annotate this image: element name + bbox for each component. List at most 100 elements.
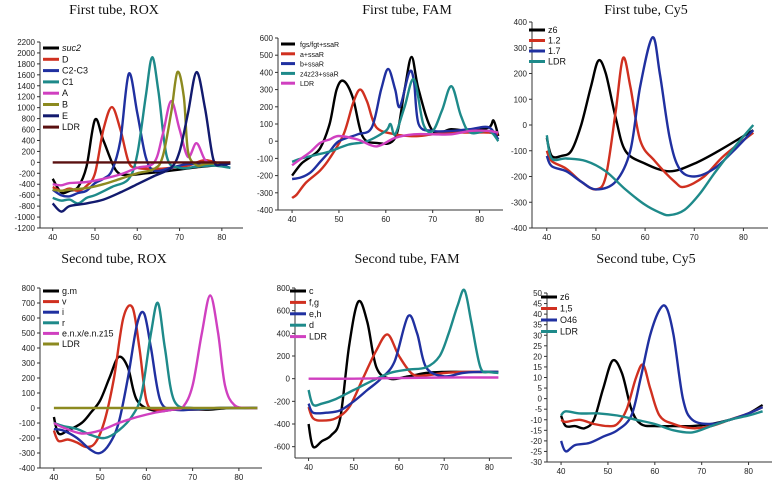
y-tick-label: -200 <box>274 397 291 406</box>
x-tick-label: 50 <box>603 467 612 476</box>
legend-label: LDR <box>309 332 328 342</box>
y-tick-label: 400 <box>22 136 36 145</box>
series-line-1-2 <box>545 56 755 191</box>
x-tick-label: 70 <box>188 473 197 482</box>
x-tick-label: 50 <box>96 473 105 482</box>
y-tick-label: -600 <box>19 191 36 200</box>
chart-panel-6: Second tube, Cy5 -30 -25-20 -15-10 -50 510 15 2… <box>530 252 772 476</box>
legend-label: e.n.x/e.n.z15 <box>62 328 114 338</box>
y-tick-label: 0 <box>269 137 274 146</box>
legend-label: E <box>62 111 68 121</box>
x-tick-label: 70 <box>428 215 437 224</box>
series-line-z6 <box>545 58 754 173</box>
chart-title: Second tube, FAM <box>354 252 460 267</box>
series-line-ldr <box>560 410 763 434</box>
y-tick-label: 1600 <box>17 71 35 80</box>
y-tick-label: -400 <box>511 224 528 233</box>
y-tick-label: -300 <box>511 198 528 207</box>
x-tick-label: 70 <box>697 467 706 476</box>
x-tick-label: 60 <box>641 233 650 242</box>
legend-label: c <box>309 286 314 296</box>
series-line-c1 <box>52 56 231 205</box>
y-tick-label: 10 <box>533 374 542 383</box>
x-tick-label: 70 <box>440 463 449 472</box>
y-tick-label: -300 <box>257 189 274 198</box>
y-tick-label: 400 <box>260 68 274 77</box>
y-tick-label: 600 <box>277 307 291 316</box>
x-tick-label: 50 <box>591 233 600 242</box>
x-tick-label: 60 <box>395 463 404 472</box>
x-tick-label: 60 <box>650 467 659 476</box>
y-tick-label: 1800 <box>17 60 35 69</box>
y-tick-label: 100 <box>514 95 528 104</box>
x-tick-label: 80 <box>744 467 753 476</box>
x-tick-label: 40 <box>542 233 551 242</box>
chart-title: First tube, FAM <box>362 3 452 18</box>
legend-label: C2-C3 <box>62 66 88 76</box>
y-tick-label: 50 <box>533 289 542 298</box>
legend-label: LDR <box>548 57 567 67</box>
y-tick-label: 200 <box>514 70 528 79</box>
y-tick-label: 0 <box>538 395 543 404</box>
x-tick-label: 70 <box>690 233 699 242</box>
y-tick-label: -1000 <box>15 213 36 222</box>
chart-panel-3: First tube, Cy5 -400 -300 -200 -100 0 100 200 30… <box>511 3 768 242</box>
series-line-e <box>51 70 231 213</box>
x-tick-label: 40 <box>48 233 57 242</box>
y-tick-label: -100 <box>511 147 528 156</box>
y-tick-label: 800 <box>277 284 291 293</box>
legend-label: A <box>62 88 68 98</box>
y-tick-label: 40 <box>533 310 542 319</box>
chart-title: First tube, ROX <box>69 3 159 18</box>
legend-label: 1.2 <box>548 36 561 46</box>
y-tick-label: 600 <box>22 126 36 135</box>
x-tick-label: 40 <box>557 467 566 476</box>
y-tick-label: -400 <box>19 464 36 473</box>
y-tick-label: -800 <box>19 202 36 211</box>
y-tick-label: -30 <box>530 458 542 467</box>
y-tick-label: -400 <box>19 180 36 189</box>
y-tick-label: -25 <box>530 447 542 456</box>
x-tick-label: 50 <box>349 463 358 472</box>
chart-panel-2: First tube, FAM -400 -300 -200 -100 0 100 200 30… <box>257 3 503 224</box>
legend-label: d <box>309 320 314 330</box>
y-tick-label: 200 <box>260 103 274 112</box>
y-tick-label: 800 <box>22 115 36 124</box>
y-tick-label: 200 <box>277 352 291 361</box>
y-tick-label: 0 <box>523 121 528 130</box>
y-tick-label: 2000 <box>17 49 35 58</box>
y-tick-label: 500 <box>22 329 36 338</box>
legend-label: z4z23+ssaR <box>300 71 339 78</box>
chart-panel-1: First tube, ROX -1200 -1000 -800 -600 -400 -20… <box>15 3 243 242</box>
x-tick-label: 60 <box>133 233 142 242</box>
x-tick-label: 40 <box>49 473 58 482</box>
y-tick-label: 100 <box>260 120 274 129</box>
series-line-ldr <box>545 124 755 217</box>
y-tick-label: 400 <box>22 344 36 353</box>
y-tick-label: -400 <box>257 206 274 215</box>
legend-label: i <box>62 307 64 317</box>
series-line-f-g <box>307 333 499 422</box>
series-line-r <box>53 301 258 440</box>
y-tick-label: 2200 <box>17 38 35 47</box>
y-tick-label: 500 <box>260 51 274 60</box>
y-tick-label: 700 <box>22 299 36 308</box>
y-tick-label: 200 <box>22 374 36 383</box>
legend-label: LDR <box>560 327 579 337</box>
y-tick-label: 0 <box>286 375 291 384</box>
y-tick-label: 5 <box>538 384 543 393</box>
y-tick-label: 600 <box>22 314 36 323</box>
y-tick-label: 400 <box>514 18 528 27</box>
legend-label: B <box>62 100 68 110</box>
y-tick-label: 1200 <box>17 93 35 102</box>
legend-label: 1.7 <box>548 46 561 56</box>
series-line-o46 <box>559 304 764 453</box>
series-line-ldr <box>308 376 499 380</box>
y-tick-label: -10 <box>530 416 542 425</box>
legend-label: f,g <box>309 297 319 307</box>
y-tick-label: -200 <box>257 172 274 181</box>
y-tick-label: 300 <box>22 359 36 368</box>
series-line-e-n-x-e-n-z15 <box>53 294 258 435</box>
legend-label: LDR <box>62 339 81 349</box>
series-line-b <box>52 70 231 192</box>
